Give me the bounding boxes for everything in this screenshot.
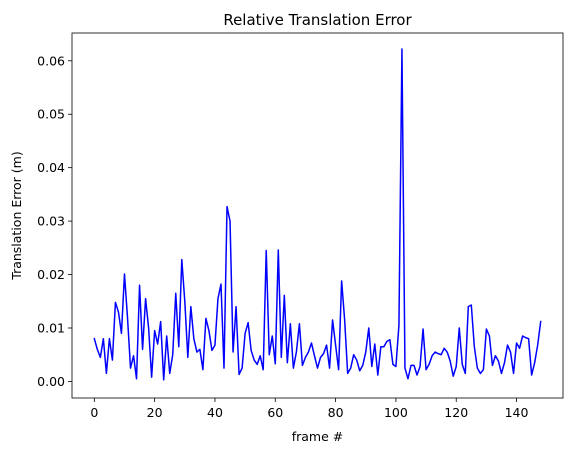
x-tick-label: 140	[505, 405, 529, 420]
x-tick-label: 20	[147, 405, 163, 420]
x-tick-label: 120	[444, 405, 468, 420]
x-tick-label: 0	[90, 405, 98, 420]
x-tick-label: 60	[267, 405, 283, 420]
y-axis-ticks: 0.00 0.01 0.02 0.03 0.04 0.05 0.06	[37, 53, 72, 389]
y-tick-label: 0.06	[37, 53, 65, 68]
x-tick-label: 40	[207, 405, 223, 420]
y-tick-label: 0.00	[37, 374, 65, 389]
y-tick-label: 0.03	[37, 214, 65, 229]
chart-title: Relative Translation Error	[223, 11, 412, 29]
y-tick-label: 0.05	[37, 107, 65, 122]
plot-area-frame	[71, 32, 564, 399]
series-line	[93, 48, 542, 381]
y-tick-label: 0.02	[37, 267, 65, 282]
y-tick-label: 0.04	[37, 160, 65, 175]
x-tick-label: 80	[328, 405, 344, 420]
x-axis-label: frame #	[292, 429, 344, 444]
x-axis-ticks: 0 20 40 60 80 100 120 140	[90, 398, 529, 420]
y-axis-label: Translation Error (m)	[9, 151, 24, 280]
x-tick-label: 100	[384, 405, 408, 420]
y-tick-label: 0.01	[37, 320, 65, 335]
